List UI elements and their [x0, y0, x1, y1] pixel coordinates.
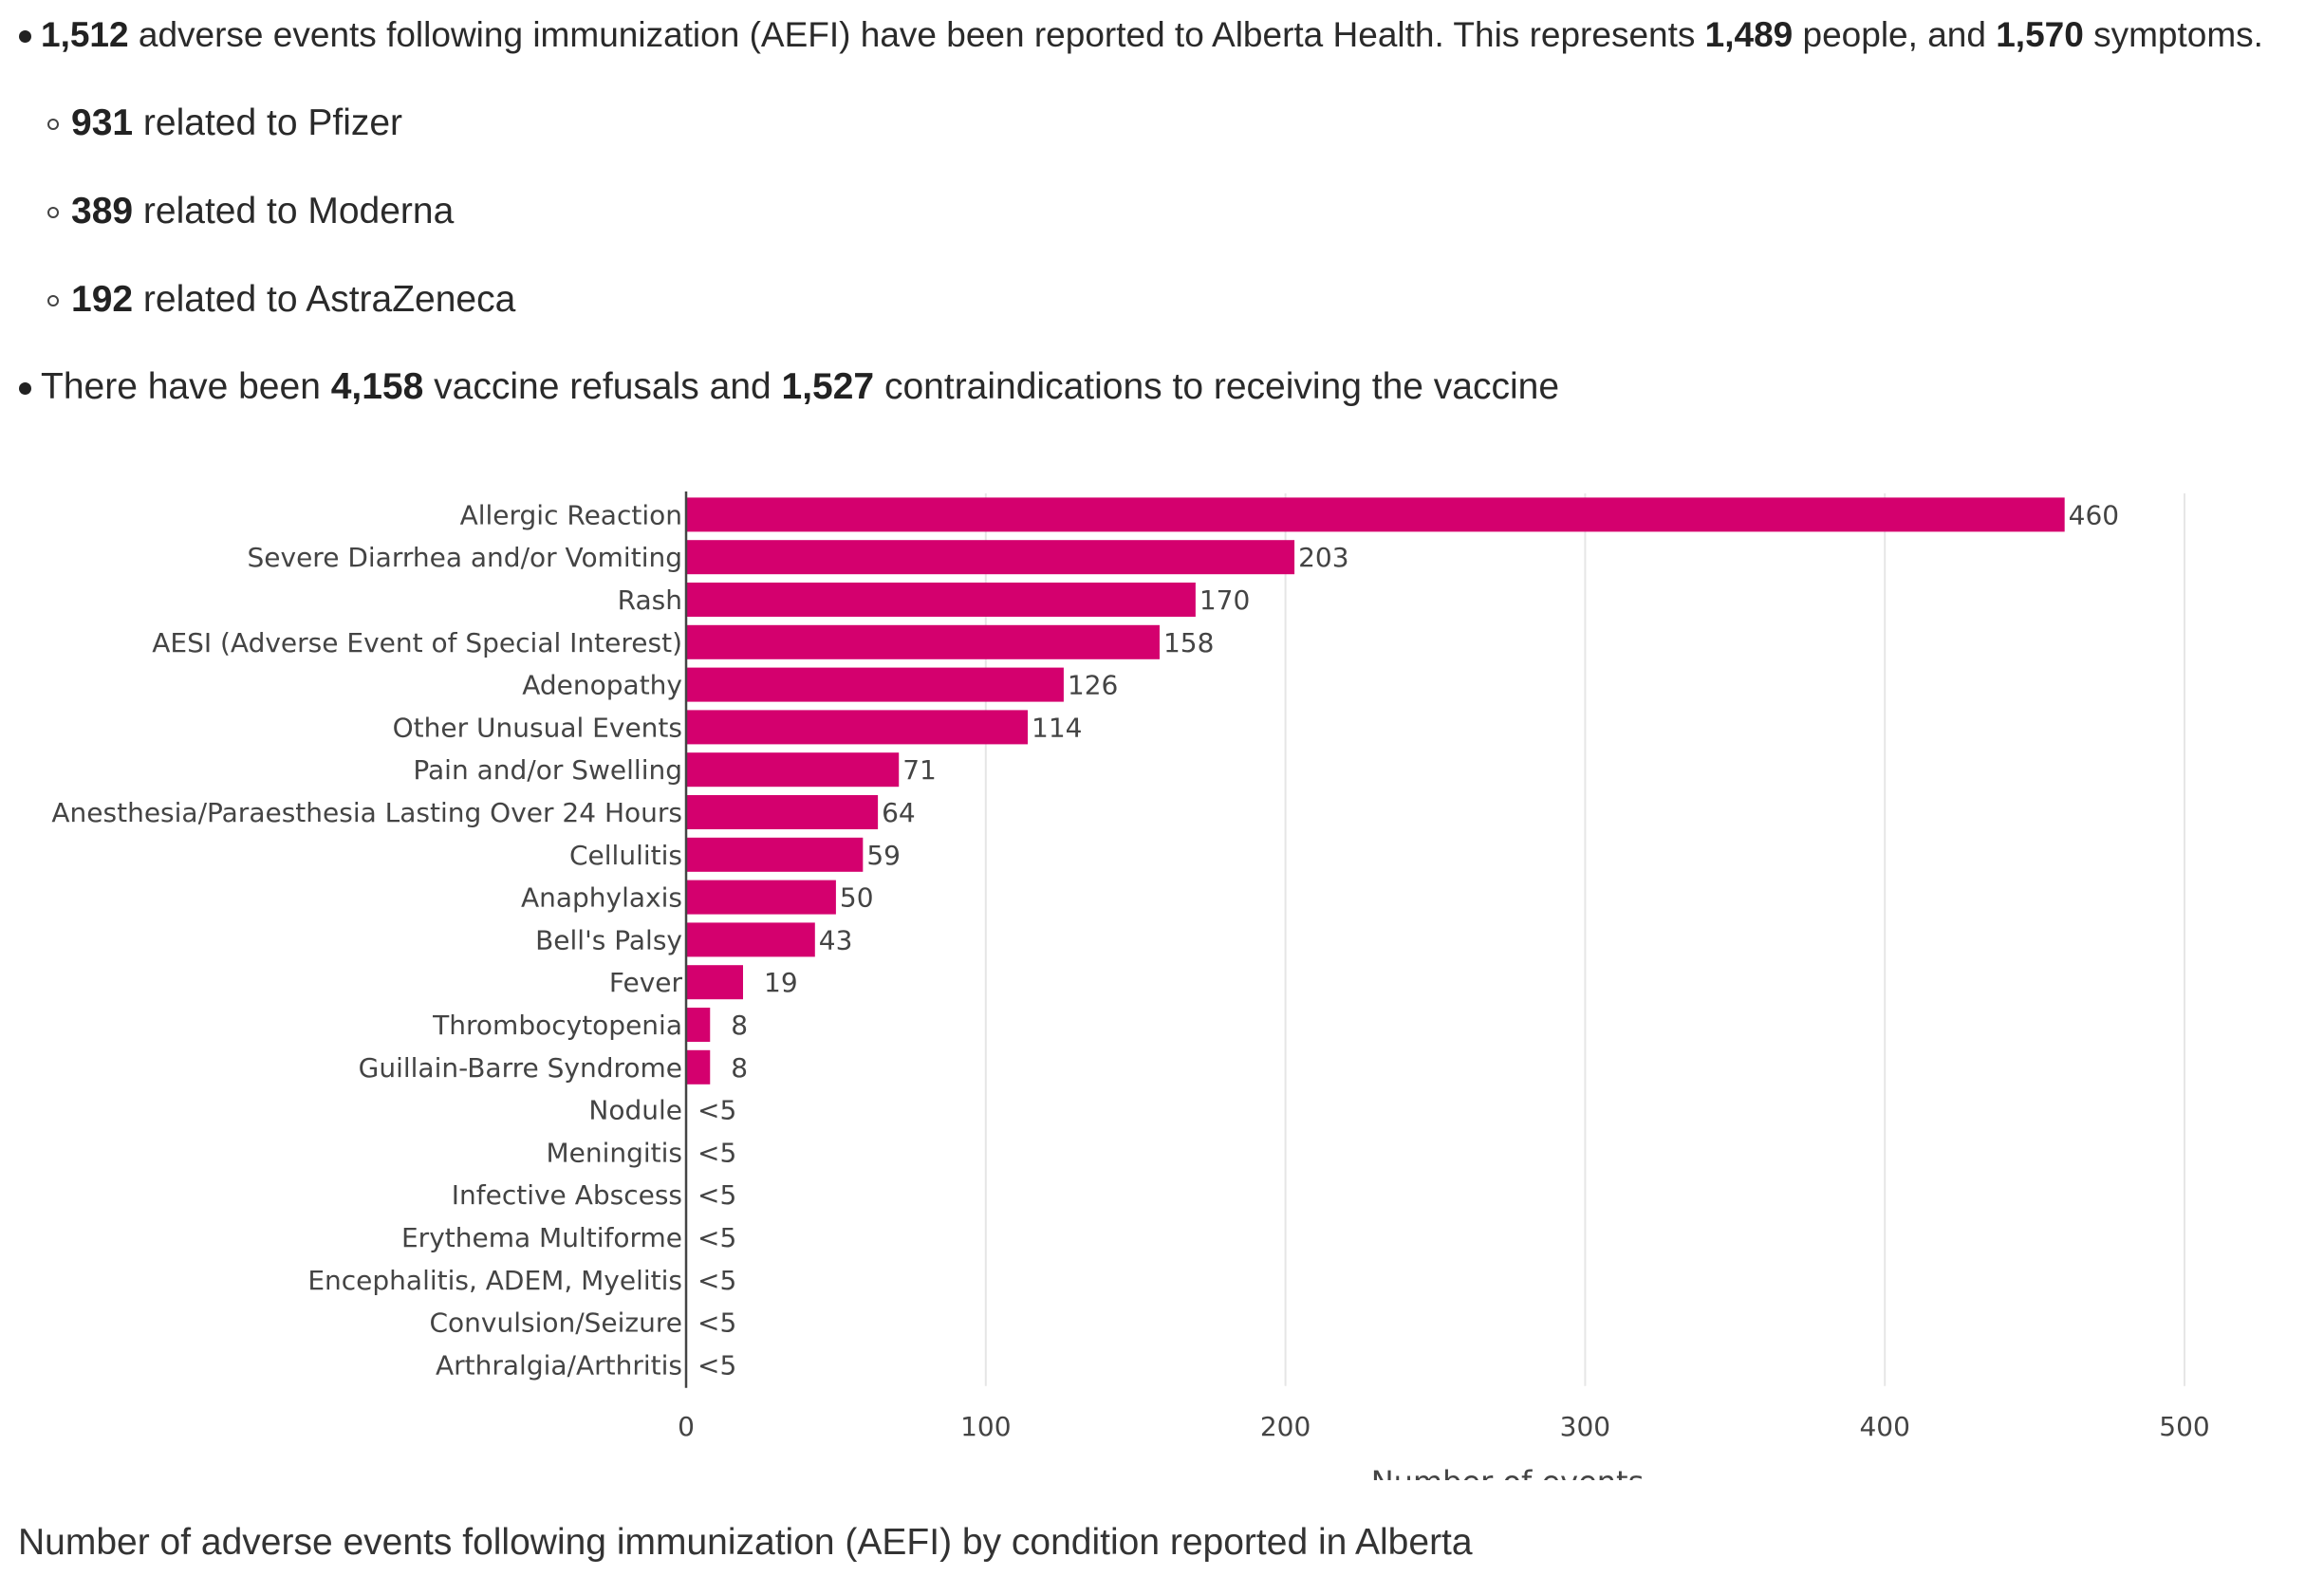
- category-label: Anaphylaxis: [521, 882, 682, 914]
- bar[interactable]: [686, 667, 1064, 702]
- category-label: Anesthesia/Paraesthesia Lasting Over 24 …: [51, 797, 682, 828]
- refusals-line: There have been 4,158 vaccine refusals a…: [41, 366, 1559, 408]
- bar[interactable]: [686, 837, 864, 872]
- category-label: Allergic Reaction: [460, 499, 682, 530]
- x-tick-label: 300: [1560, 1411, 1610, 1442]
- aefi-summary-line: 1,512 adverse events following immunizat…: [41, 15, 2263, 55]
- category-label: Guillain-Barre Syndrome: [359, 1052, 682, 1084]
- astrazeneca-line: 192 related to AstraZeneca: [71, 279, 515, 321]
- category-labels: Allergic Reaction Severe Diarrhea and/or …: [51, 499, 682, 1381]
- people-count: 1,489: [1704, 15, 1794, 54]
- bullet-dot: [19, 30, 31, 43]
- bar[interactable]: [686, 965, 744, 1000]
- total-aefi-count: 1,512: [41, 15, 129, 54]
- symptom-count: 1,570: [1996, 15, 2084, 54]
- category-label: Nodule: [588, 1095, 682, 1126]
- value-labels: 460 203 170 158 126 114 71 64 59 50 43 19 8 8 <5 <5 <5 <5…: [697, 499, 2119, 1381]
- value-label: 203: [1298, 542, 1348, 573]
- category-label: Encephalitis, ADEM, Myelitis: [307, 1265, 682, 1296]
- category-label: Bell's Palsy: [535, 924, 682, 955]
- moderna-text: related to Moderna: [133, 191, 455, 232]
- astrazeneca-text: related to AstraZeneca: [133, 279, 516, 320]
- value-label: <5: [697, 1095, 736, 1126]
- category-label: Convulsion/Seizure: [429, 1307, 682, 1339]
- x-tick-label: 400: [1859, 1411, 1909, 1442]
- value-label: 59: [866, 840, 901, 871]
- bar[interactable]: [686, 922, 815, 957]
- value-label: <5: [697, 1265, 736, 1296]
- value-label: 8: [731, 1052, 748, 1084]
- value-label: <5: [697, 1349, 736, 1381]
- bar[interactable]: [686, 1049, 711, 1085]
- category-label: Thrombocytopenia: [432, 1010, 682, 1041]
- category-label: Severe Diarrhea and/or Vomiting: [248, 542, 683, 573]
- sub-bullet-ring: [47, 119, 59, 130]
- x-axis-ticks: 0 100 200 300 400 500: [678, 1411, 2210, 1442]
- category-label: AESI (Adverse Event of Special Interest): [152, 627, 682, 658]
- value-label: 8: [731, 1010, 748, 1041]
- aefi-bar-chart[interactable]: Allergic Reaction Severe Diarrhea and/or …: [0, 474, 2324, 1480]
- summary-text-3: symptoms.: [2083, 15, 2263, 54]
- x-tick-label: 200: [1260, 1411, 1311, 1442]
- value-label: <5: [697, 1222, 736, 1253]
- pfizer-line: 931 related to Pfizer: [71, 102, 402, 144]
- value-label: <5: [697, 1307, 736, 1339]
- chart-bars: [686, 497, 2065, 1085]
- value-label: 71: [902, 754, 937, 786]
- bullet-dot: [19, 382, 31, 395]
- refusals-text-2: contraindications to receiving the vacci…: [874, 366, 1560, 407]
- refusal-count: 4,158: [330, 366, 424, 407]
- x-axis-title: Number of events: [1371, 1464, 1645, 1480]
- value-label: 126: [1068, 670, 1118, 701]
- category-label: Infective Abscess: [452, 1179, 682, 1211]
- bar[interactable]: [686, 795, 879, 829]
- category-label: Fever: [609, 967, 683, 998]
- x-tick-label: 0: [678, 1411, 695, 1442]
- category-label: Other Unusual Events: [393, 712, 682, 743]
- value-label: 43: [819, 924, 853, 955]
- category-label: Erythema Multiforme: [401, 1222, 682, 1253]
- bar[interactable]: [686, 752, 900, 788]
- value-label: 114: [1032, 712, 1082, 743]
- refusals-text-0: There have been: [41, 366, 331, 407]
- bar[interactable]: [686, 540, 1295, 575]
- bar[interactable]: [686, 880, 836, 915]
- pfizer-count: 931: [71, 102, 134, 143]
- chart-caption: Number of adverse events following immun…: [18, 1522, 1473, 1563]
- category-label: Adenopathy: [522, 670, 682, 701]
- chart-gridlines: [984, 493, 2185, 1386]
- x-tick-label: 100: [960, 1411, 1011, 1442]
- value-label: <5: [697, 1137, 736, 1168]
- moderna-line: 389 related to Moderna: [71, 191, 454, 232]
- category-label: Rash: [618, 584, 682, 616]
- value-label: 19: [764, 967, 798, 998]
- value-label: 158: [1163, 627, 1214, 658]
- category-label: Pain and/or Swelling: [413, 754, 682, 786]
- category-label: Meningitis: [546, 1137, 682, 1168]
- summary-text-2: people, and: [1793, 15, 1997, 54]
- bar[interactable]: [686, 710, 1029, 745]
- category-label: Cellulitis: [569, 840, 682, 871]
- contraindication-count: 1,527: [781, 366, 875, 407]
- x-tick-label: 500: [2159, 1411, 2209, 1442]
- summary-text-1: adverse events following immunization (A…: [128, 15, 1705, 54]
- category-label: Arthralgia/Arthritis: [436, 1349, 682, 1381]
- value-label: 460: [2069, 499, 2119, 530]
- bar[interactable]: [686, 624, 1160, 659]
- value-label: <5: [697, 1179, 736, 1211]
- value-label: 64: [882, 797, 916, 828]
- sub-bullet-ring: [47, 295, 59, 306]
- pfizer-text: related to Pfizer: [133, 102, 403, 143]
- bar[interactable]: [686, 497, 2065, 532]
- value-label: 170: [1199, 584, 1250, 616]
- bar[interactable]: [686, 583, 1196, 617]
- bar[interactable]: [686, 1008, 711, 1042]
- astrazeneca-count: 192: [71, 279, 134, 320]
- moderna-count: 389: [71, 191, 134, 232]
- value-label: 50: [840, 882, 874, 914]
- refusals-text-1: vaccine refusals and: [423, 366, 782, 407]
- sub-bullet-ring: [47, 207, 59, 218]
